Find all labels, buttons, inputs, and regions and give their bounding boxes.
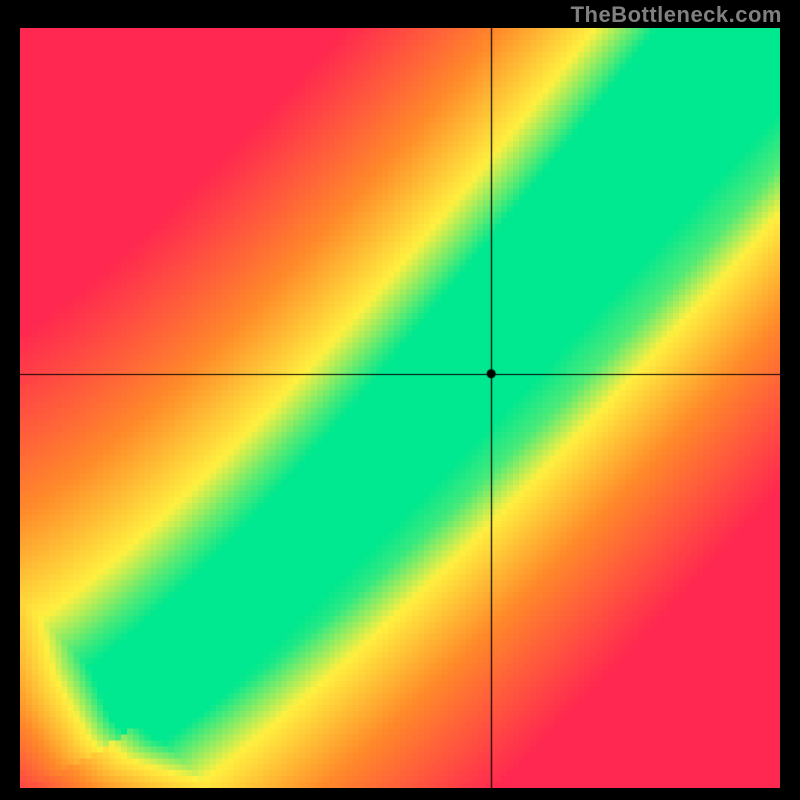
chart-container: TheBottleneck.com [0,0,800,800]
watermark-text: TheBottleneck.com [571,2,782,28]
crosshair-overlay [20,28,780,788]
